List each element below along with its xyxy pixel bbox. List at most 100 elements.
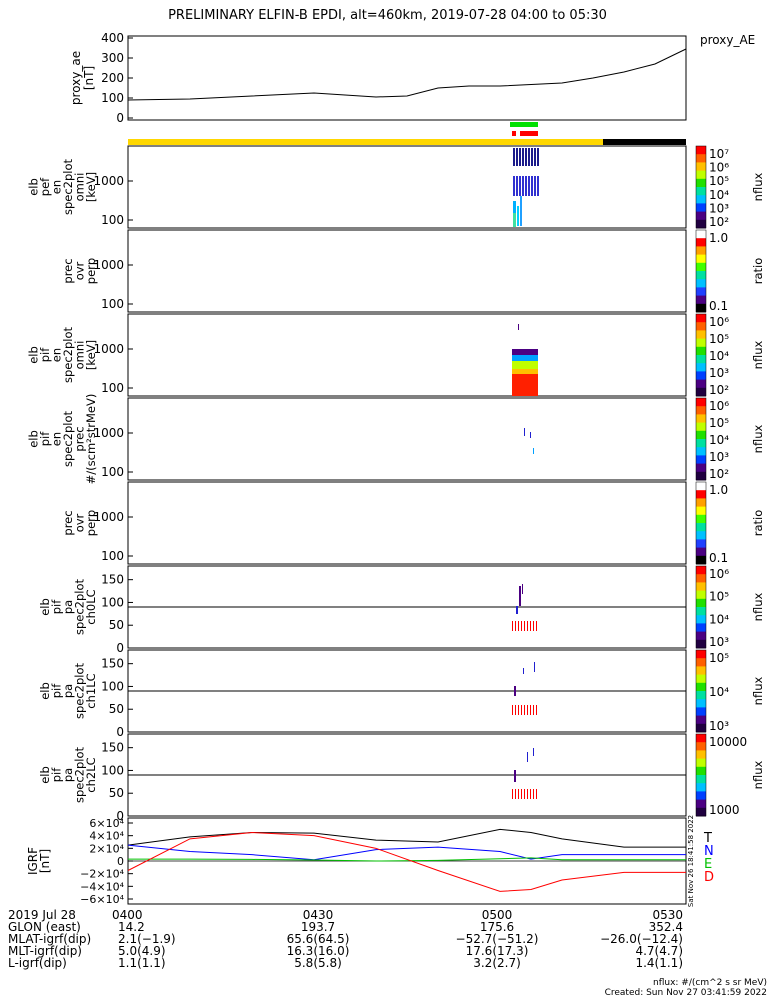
colorbar-segment <box>696 775 706 784</box>
colorbar-segment <box>696 555 706 565</box>
colorbar-tick-label: 10⁶ <box>709 399 729 413</box>
spectrogram-pixel <box>528 148 530 166</box>
spectrogram-pixel <box>531 176 533 196</box>
annotation-value: 175.6 <box>480 920 514 934</box>
colorbar-tick-label: 10² <box>709 383 729 397</box>
spectrogram-pixel <box>524 705 525 715</box>
colorbar-segment <box>696 439 706 448</box>
colorbar-frame <box>695 565 707 649</box>
spectrogram-pixel <box>533 748 534 756</box>
spectrogram-ylabel: elb <box>27 346 41 364</box>
colorbar-tick-label: 10⁵ <box>709 332 729 346</box>
colorbar-segment <box>696 330 706 340</box>
colorbar-segment <box>696 406 706 415</box>
colorbar-segment <box>696 346 706 356</box>
colorbar-segment <box>696 422 706 432</box>
spectrogram-pixel <box>528 361 530 369</box>
spectrogram-pixel <box>518 349 520 355</box>
annotation-value: 1.1(1.1) <box>118 956 166 970</box>
annotation-value: 65.6(64.5) <box>287 932 350 946</box>
spectrogram-pixel <box>516 355 518 361</box>
spectrogram-frame <box>127 313 687 397</box>
proxy-ae-tick-label: 400 <box>101 31 124 45</box>
spectrogram-ylabel: elb <box>38 682 52 700</box>
spectrogram-ylabel: perp <box>84 258 98 284</box>
spectrogram-ylabel: elb <box>27 178 41 196</box>
annotation-value: 14.2 <box>118 920 145 934</box>
igrf-tick-label: 6×10⁴ <box>89 817 124 830</box>
colorbar-frame <box>695 145 707 229</box>
spectrogram-pixel <box>512 789 513 799</box>
spectrogram-ylabel: pa <box>61 684 75 698</box>
spectrogram-pixel <box>536 361 538 369</box>
colorbar-tick-label: 10³ <box>709 366 729 380</box>
spectrogram-pixel <box>516 148 518 166</box>
spectrogram-pixel <box>514 374 516 396</box>
colorbar-segment <box>696 742 706 751</box>
spectrogram-pixel <box>522 148 524 166</box>
spectrogram-pixel <box>536 355 538 361</box>
proxy-ae-tick-label: 300 <box>101 51 124 65</box>
colorbar-tick-label: 10² <box>709 467 729 481</box>
spectrogram-pixel <box>514 770 516 782</box>
spectrogram-pixel <box>524 374 526 396</box>
colorbar-segment <box>696 162 706 172</box>
colorbar-segment <box>696 238 706 247</box>
spectrogram-tick-label: 150 <box>101 657 124 671</box>
spectrogram-pixel <box>515 705 516 715</box>
colorbar-frame <box>695 397 707 481</box>
igrf-series-line <box>127 831 686 892</box>
colorbar-segment <box>696 539 706 549</box>
igrf-ylabel: [nT] <box>38 849 52 873</box>
colorbar-segment <box>696 674 706 684</box>
spectrogram-ylabel: pif <box>38 431 52 446</box>
colorbar-tick-label: 10⁴ <box>709 349 729 363</box>
colorbar-segment <box>696 734 706 743</box>
colorbar-tick-label: 1.0 <box>709 231 728 245</box>
colorbar-tick-label: 0.1 <box>709 551 728 565</box>
colorbar-frame <box>695 481 707 565</box>
spectrogram-pixel <box>524 428 525 436</box>
colorbar-frame <box>695 733 707 817</box>
igrf-tick-label: 0 <box>117 855 124 868</box>
colorbar-tick-label: 10⁶ <box>709 567 729 581</box>
spectrogram-pixel <box>537 176 539 196</box>
colorbar-label: nflux <box>751 760 765 789</box>
spectrogram-pixel <box>517 206 519 226</box>
colorbar-segment <box>696 379 706 389</box>
footnote-created: Created: Sun Nov 27 03:41:59 2022 <box>604 988 767 998</box>
colorbar-segment <box>696 607 706 616</box>
colorbar-tick-label: 1.0 <box>709 483 728 497</box>
spectrogram-pixel <box>521 705 522 715</box>
annotation-value: 2.1(−1.9) <box>118 932 176 946</box>
colorbar-segment <box>696 666 706 676</box>
colorbar-segment <box>696 387 706 397</box>
spectrogram-ylabel: en <box>50 432 64 446</box>
colorbar-segment <box>696 639 706 649</box>
colorbar-segment <box>696 178 706 188</box>
spectrogram-pixel <box>520 355 522 361</box>
spectrogram-pixel <box>518 705 519 715</box>
igrf-tick-label: −4×10⁴ <box>80 880 124 893</box>
spectrogram-pixel <box>534 349 536 355</box>
colorbar-tick-label: 10⁵ <box>709 416 729 430</box>
spectrogram-tick-label: 1000 <box>93 174 124 188</box>
colorbar-segment <box>696 271 706 280</box>
colorbar-segment <box>696 146 706 155</box>
spectrogram-pixel <box>514 686 516 696</box>
spectrogram-ylabel: spec2plot <box>73 746 87 803</box>
spectrogram-pixel <box>515 789 516 799</box>
colorbar-tick-label: 10⁷ <box>709 147 729 161</box>
colorbar-segment <box>696 254 706 264</box>
colorbar-frame <box>695 229 707 313</box>
igrf-legend-label: E <box>704 857 712 872</box>
spectrogram-pixel <box>534 361 536 369</box>
colorbar-segment <box>696 723 706 733</box>
spectrogram-pixel <box>524 355 526 361</box>
colorbar-tick-label: 10³ <box>709 450 729 464</box>
spectrogram-pixel <box>512 705 513 715</box>
spectrogram-pixel <box>515 621 516 631</box>
spectrogram-tick-label: 1000 <box>93 342 124 356</box>
spectrogram-pixel <box>526 355 528 361</box>
spectrogram-pixel <box>536 621 537 631</box>
